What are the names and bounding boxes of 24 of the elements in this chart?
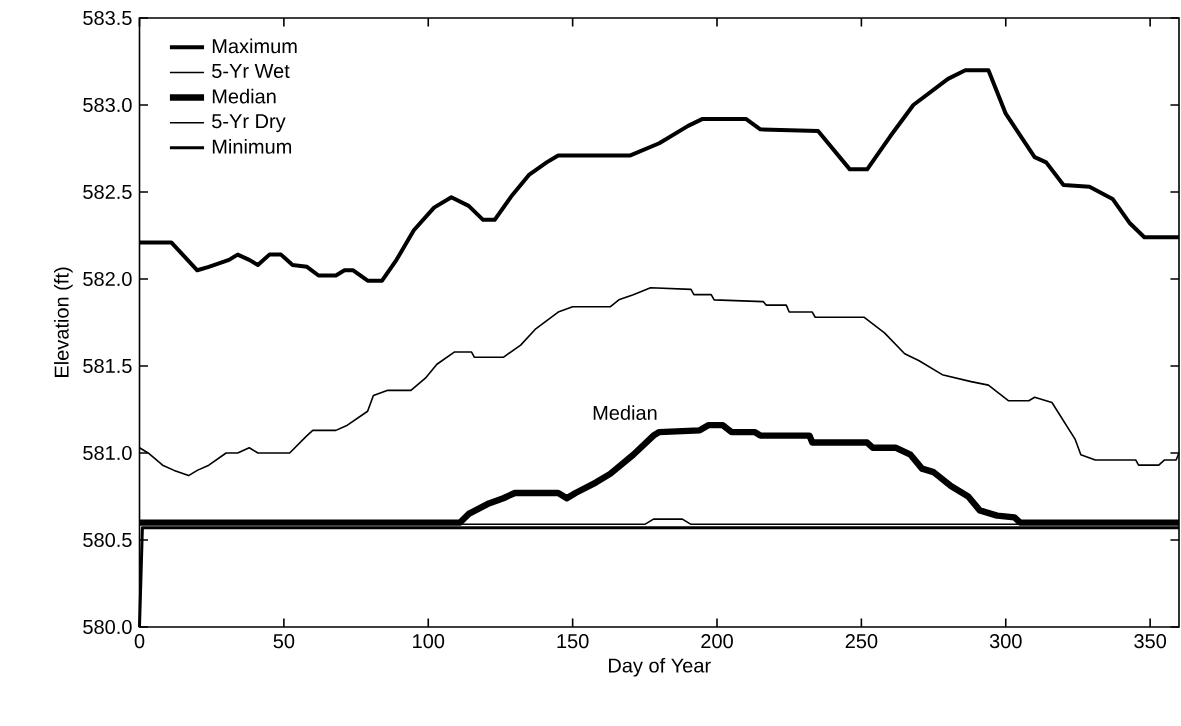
y-tick-label: 581.0: [83, 445, 132, 461]
legend-label: 5-Yr Wet: [212, 64, 290, 79]
y-tick-label: 581.5: [83, 358, 132, 374]
x-tick-label: 150: [557, 634, 589, 649]
y-tick-label: 583.5: [83, 10, 132, 26]
x-tick-label: 250: [845, 634, 878, 649]
annotation: Median: [593, 405, 657, 420]
legend-label: Maximum: [212, 38, 297, 54]
y-tick-label: 583.0: [83, 97, 132, 113]
x-tick-label: 200: [701, 634, 733, 649]
legend-label: Median: [212, 88, 276, 104]
y-tick-label: 580.0: [83, 619, 132, 635]
legend-label: Minimum: [212, 139, 292, 154]
x-tick-label: 100: [413, 634, 445, 649]
x-tick-label: 50: [273, 634, 295, 649]
y-axis-title: Elevation (ft): [54, 267, 73, 377]
x-tick-label: 300: [989, 634, 1022, 649]
legend-label: 5-Yr Dry: [212, 114, 286, 133]
y-tick-label: 580.5: [83, 532, 132, 548]
y-tick-label: 582.0: [83, 271, 132, 287]
x-tick-label: 0: [134, 634, 145, 649]
y-tick-label: 582.5: [83, 184, 132, 200]
x-tick-label: 350: [1134, 634, 1167, 649]
x-axis-title: Day of Year: [609, 657, 711, 677]
